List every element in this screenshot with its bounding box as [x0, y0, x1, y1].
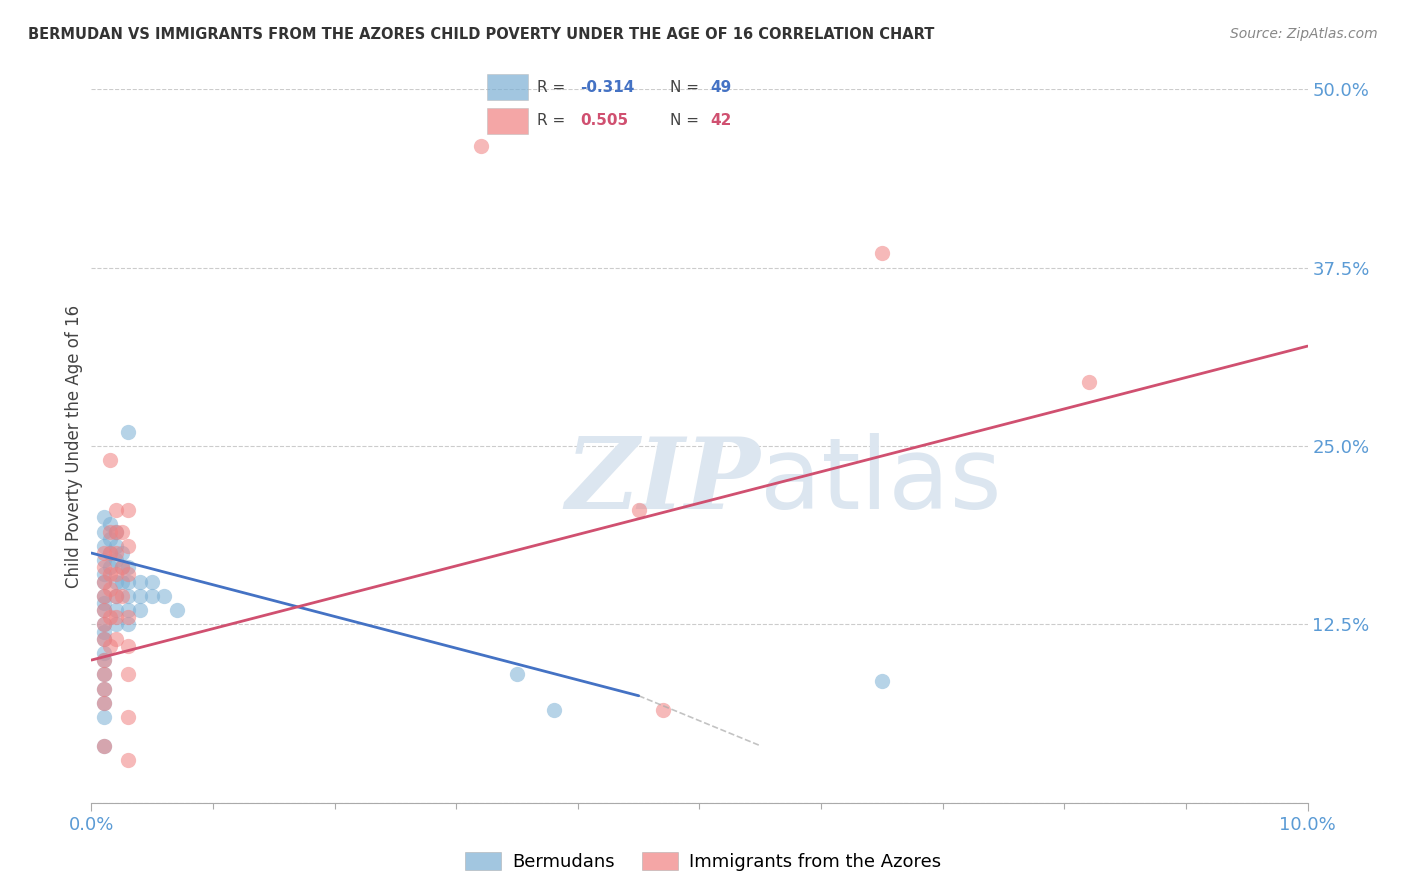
Text: ZIP: ZIP [565, 434, 761, 530]
Bar [488, 75, 527, 100]
Legend: Bermudans, Immigrants from the Azores: Bermudans, Immigrants from the Azores [458, 845, 948, 879]
Text: N =: N = [669, 80, 703, 95]
Bar [488, 108, 527, 134]
Text: 49: 49 [710, 80, 731, 95]
Text: Source: ZipAtlas.com: Source: ZipAtlas.com [1230, 27, 1378, 41]
Text: N =: N = [669, 113, 703, 128]
Text: atlas: atlas [761, 434, 1002, 530]
Y-axis label: Child Poverty Under the Age of 16: Child Poverty Under the Age of 16 [65, 304, 83, 588]
Text: R =: R = [537, 113, 569, 128]
Text: R =: R = [537, 80, 569, 95]
Text: 0.505: 0.505 [581, 113, 628, 128]
Text: -0.314: -0.314 [581, 80, 634, 95]
Text: BERMUDAN VS IMMIGRANTS FROM THE AZORES CHILD POVERTY UNDER THE AGE OF 16 CORRELA: BERMUDAN VS IMMIGRANTS FROM THE AZORES C… [28, 27, 935, 42]
Text: 42: 42 [710, 113, 731, 128]
